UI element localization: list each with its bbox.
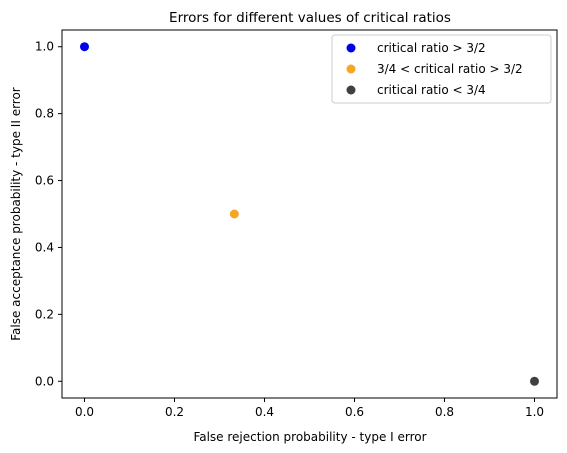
legend-marker — [347, 65, 356, 74]
y-tick-label: 0.8 — [35, 107, 54, 121]
y-tick-label: 0.0 — [35, 374, 54, 388]
chart-title: Errors for different values of critical … — [169, 10, 451, 26]
legend-label: critical ratio < 3/4 — [377, 83, 486, 97]
y-tick-label: 0.2 — [35, 307, 54, 321]
data-point — [530, 377, 539, 386]
y-axis-label: False acceptance probability - type II e… — [9, 87, 23, 341]
y-axis: 0.0 0.2 0.4 0.6 0.8 1.0 — [35, 40, 62, 389]
legend-marker — [347, 44, 356, 53]
y-tick-label: 0.4 — [35, 240, 54, 254]
legend: critical ratio > 3/2 3/4 < critical ratio… — [332, 35, 551, 103]
x-axis-label: False rejection probability - type I err… — [193, 430, 426, 444]
x-tick-label: 0.0 — [75, 405, 94, 419]
x-tick-label: 0.6 — [345, 405, 364, 419]
x-tick-label: 0.8 — [435, 405, 454, 419]
legend-marker — [347, 86, 356, 95]
x-tick-label: 0.2 — [165, 405, 184, 419]
data-point — [230, 210, 239, 219]
y-tick-label: 0.6 — [35, 174, 54, 188]
x-axis: 0.0 0.2 0.4 0.6 0.8 1.0 — [75, 398, 544, 419]
x-tick-label: 0.4 — [255, 405, 274, 419]
x-tick-label: 1.0 — [525, 405, 544, 419]
legend-label: critical ratio > 3/2 — [377, 41, 486, 55]
data-point — [80, 42, 89, 51]
y-tick-label: 1.0 — [35, 40, 54, 54]
legend-label: 3/4 < critical ratio > 3/2 — [377, 62, 523, 76]
